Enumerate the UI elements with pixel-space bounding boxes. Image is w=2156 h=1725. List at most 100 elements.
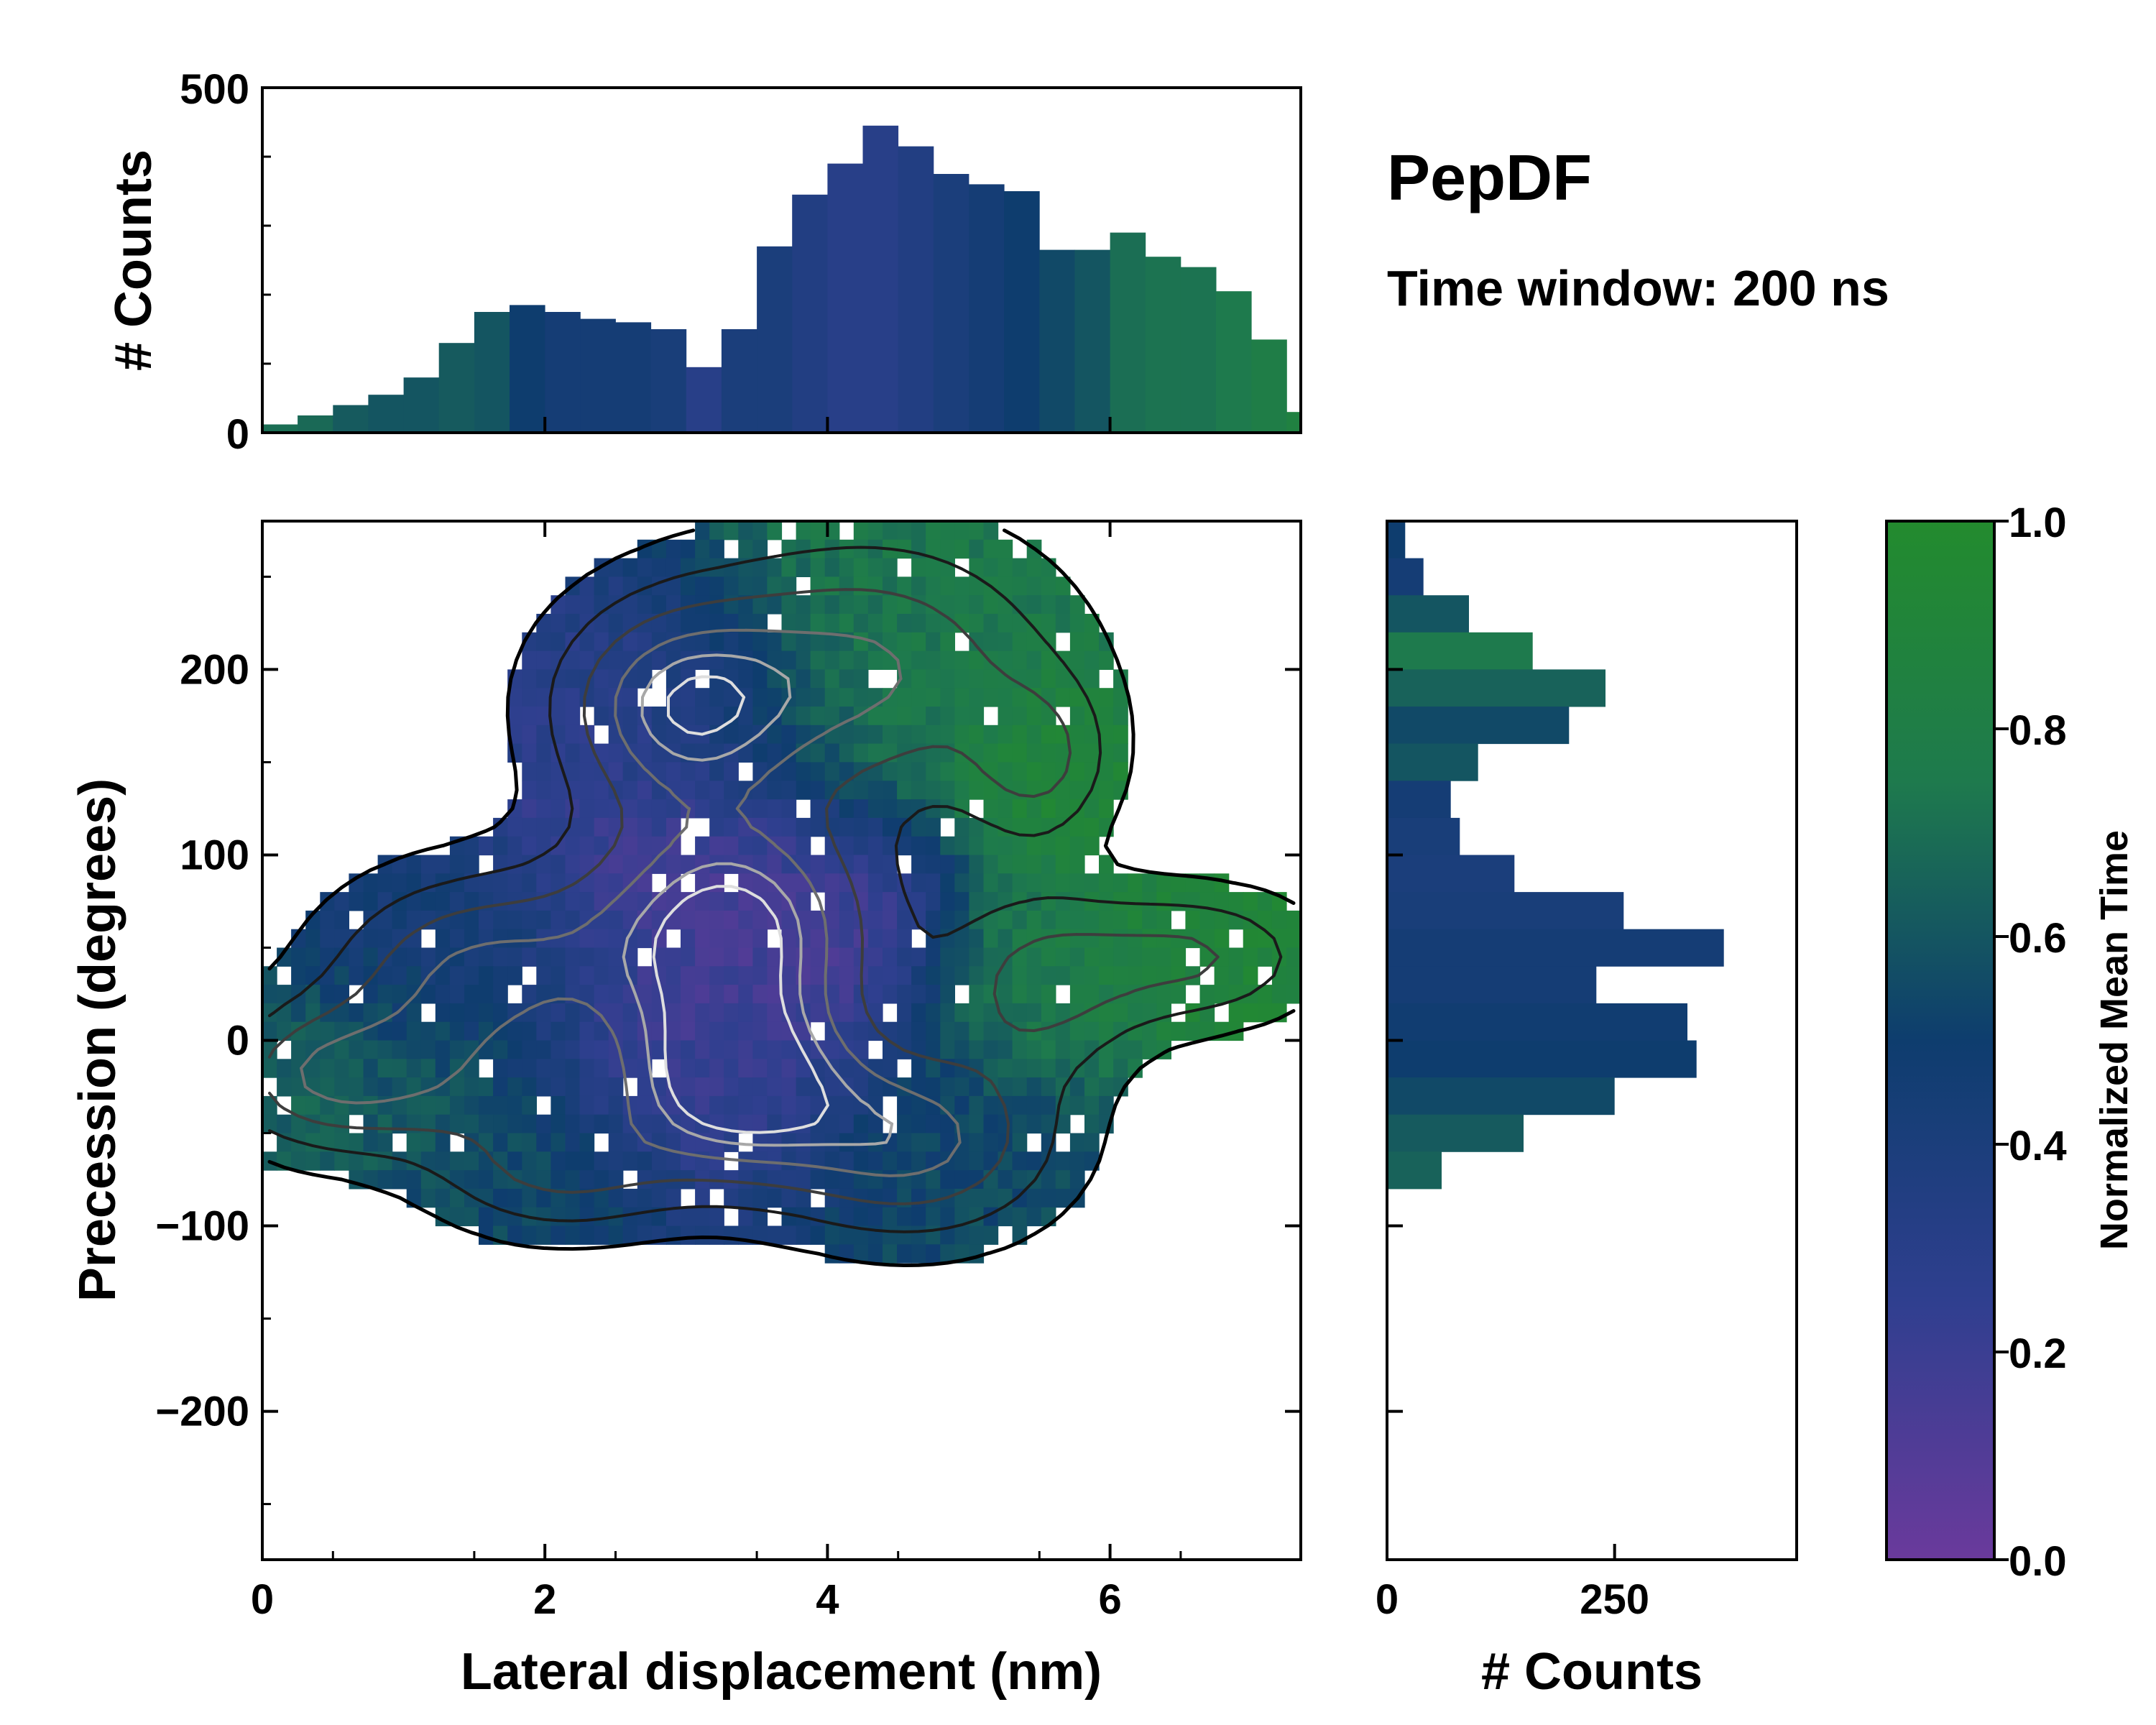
heatmap-cell bbox=[738, 836, 753, 856]
heatmap-cell bbox=[709, 1059, 724, 1078]
heatmap-cell bbox=[911, 614, 926, 633]
heatmap-cell bbox=[1012, 669, 1028, 689]
heatmap-cell bbox=[969, 855, 985, 874]
heatmap-cell bbox=[883, 1170, 898, 1190]
heatmap-cell bbox=[810, 985, 826, 1004]
heatmap-cell bbox=[853, 1021, 869, 1041]
heatmap-cell bbox=[998, 910, 1013, 930]
heatmap-cell bbox=[334, 1040, 349, 1059]
heatmap-cell bbox=[665, 1207, 681, 1227]
heatmap-cell bbox=[709, 576, 724, 596]
heatmap-cell bbox=[550, 1114, 566, 1134]
heatmap-cell bbox=[969, 1095, 985, 1116]
heatmap-cell bbox=[752, 1170, 768, 1190]
heatmap-cell bbox=[1041, 985, 1056, 1004]
heatmap-cell bbox=[867, 724, 883, 745]
heatmap-cell bbox=[926, 1188, 941, 1208]
heatmap-cell bbox=[1243, 929, 1258, 949]
heatmap-cell bbox=[983, 724, 999, 745]
heatmap-cell bbox=[622, 1133, 638, 1152]
heatmap-cell bbox=[536, 855, 551, 874]
heatmap-cell bbox=[522, 1151, 537, 1171]
heatmap-cell bbox=[1041, 1040, 1056, 1059]
heatmap-cell bbox=[608, 650, 624, 670]
heatmap-cell bbox=[1199, 985, 1215, 1004]
heatmap-cell bbox=[651, 817, 667, 837]
heatmap-cell bbox=[479, 1095, 494, 1116]
heatmap-cell bbox=[622, 836, 638, 856]
heatmap-cell bbox=[781, 873, 797, 893]
heatmap-cell bbox=[853, 1040, 869, 1059]
heatmap-cell bbox=[695, 836, 710, 856]
heatmap-cell bbox=[522, 929, 537, 949]
heatmap-cell bbox=[954, 836, 969, 856]
heatmap-cell bbox=[911, 1077, 926, 1097]
heatmap-cell bbox=[507, 966, 522, 985]
heatmap-cell bbox=[420, 985, 436, 1004]
heatmap-cell bbox=[897, 947, 912, 967]
heatmap-cell bbox=[1012, 762, 1028, 781]
heatmap-cell bbox=[536, 985, 551, 1004]
heatmap-cell bbox=[536, 707, 551, 726]
heatmap-cell bbox=[940, 966, 955, 985]
heatmap-cell bbox=[507, 817, 522, 837]
heatmap-cell bbox=[406, 947, 422, 967]
heatmap-cell bbox=[839, 539, 854, 559]
heatmap-cell bbox=[1026, 632, 1042, 652]
heatmap-cell bbox=[1041, 799, 1056, 819]
heatmap-cell bbox=[681, 1207, 696, 1227]
heatmap-cell bbox=[1069, 985, 1085, 1004]
heatmap-cell bbox=[291, 1114, 306, 1134]
heatmap-cell bbox=[579, 1077, 595, 1097]
heatmap-cell bbox=[1041, 873, 1056, 893]
heatmap-cell bbox=[522, 1188, 537, 1208]
heatmap-cell bbox=[377, 1059, 393, 1078]
heatmap-cell bbox=[1026, 1114, 1042, 1134]
heatmap-cell bbox=[883, 1207, 898, 1227]
heatmap-cell bbox=[695, 799, 710, 819]
heatmap-cell bbox=[998, 1040, 1013, 1059]
heatmap-cell bbox=[824, 1021, 840, 1041]
heatmap-cell bbox=[853, 1095, 869, 1116]
heatmap-cell bbox=[1026, 650, 1042, 670]
heatmap-cell bbox=[1142, 929, 1157, 949]
heatmap-cell bbox=[752, 1133, 768, 1152]
heatmap-cell bbox=[1113, 688, 1128, 707]
heatmap-cell bbox=[1142, 873, 1157, 893]
heatmap-cell bbox=[449, 966, 465, 985]
heatmap-cell bbox=[796, 762, 811, 781]
heatmap-cell bbox=[507, 1021, 522, 1041]
heatmap-cell bbox=[926, 521, 941, 540]
heatmap-cell bbox=[1012, 817, 1028, 837]
heatmap-cell bbox=[681, 707, 696, 726]
heatmap-cell bbox=[651, 799, 667, 819]
heatmap-cell bbox=[565, 855, 581, 874]
heatmap-cell bbox=[738, 1077, 753, 1097]
heatmap-cell bbox=[651, 595, 667, 615]
heatmap-cell bbox=[853, 688, 869, 707]
heatmap-cell bbox=[969, 1151, 985, 1171]
top-histogram-bar bbox=[510, 305, 545, 433]
heatmap-cell bbox=[1026, 855, 1042, 874]
heatmap-cell bbox=[1156, 1021, 1171, 1041]
heatmap-cell bbox=[507, 855, 522, 874]
top-histogram-bar bbox=[403, 377, 440, 433]
heatmap-cell bbox=[1026, 836, 1042, 856]
heatmap-cell bbox=[349, 1040, 364, 1059]
heatmap-cell bbox=[377, 910, 393, 930]
heatmap-cell bbox=[752, 539, 768, 559]
heatmap-cell bbox=[262, 1021, 277, 1041]
heatmap-cell bbox=[695, 688, 710, 707]
heatmap-cell bbox=[493, 1114, 508, 1134]
heatmap-cell bbox=[1099, 1077, 1114, 1097]
top-histogram-bar bbox=[333, 405, 369, 433]
heatmap-cell bbox=[665, 576, 681, 596]
heatmap-cell bbox=[695, 910, 710, 930]
heatmap-cell bbox=[796, 595, 811, 615]
heatmap-cell bbox=[709, 595, 724, 615]
heatmap-cell bbox=[1113, 985, 1128, 1004]
contour-line bbox=[268, 588, 1220, 1205]
heatmap-cell bbox=[377, 1114, 393, 1134]
heatmap-cell bbox=[622, 1003, 638, 1023]
heatmap-cell bbox=[637, 762, 653, 781]
